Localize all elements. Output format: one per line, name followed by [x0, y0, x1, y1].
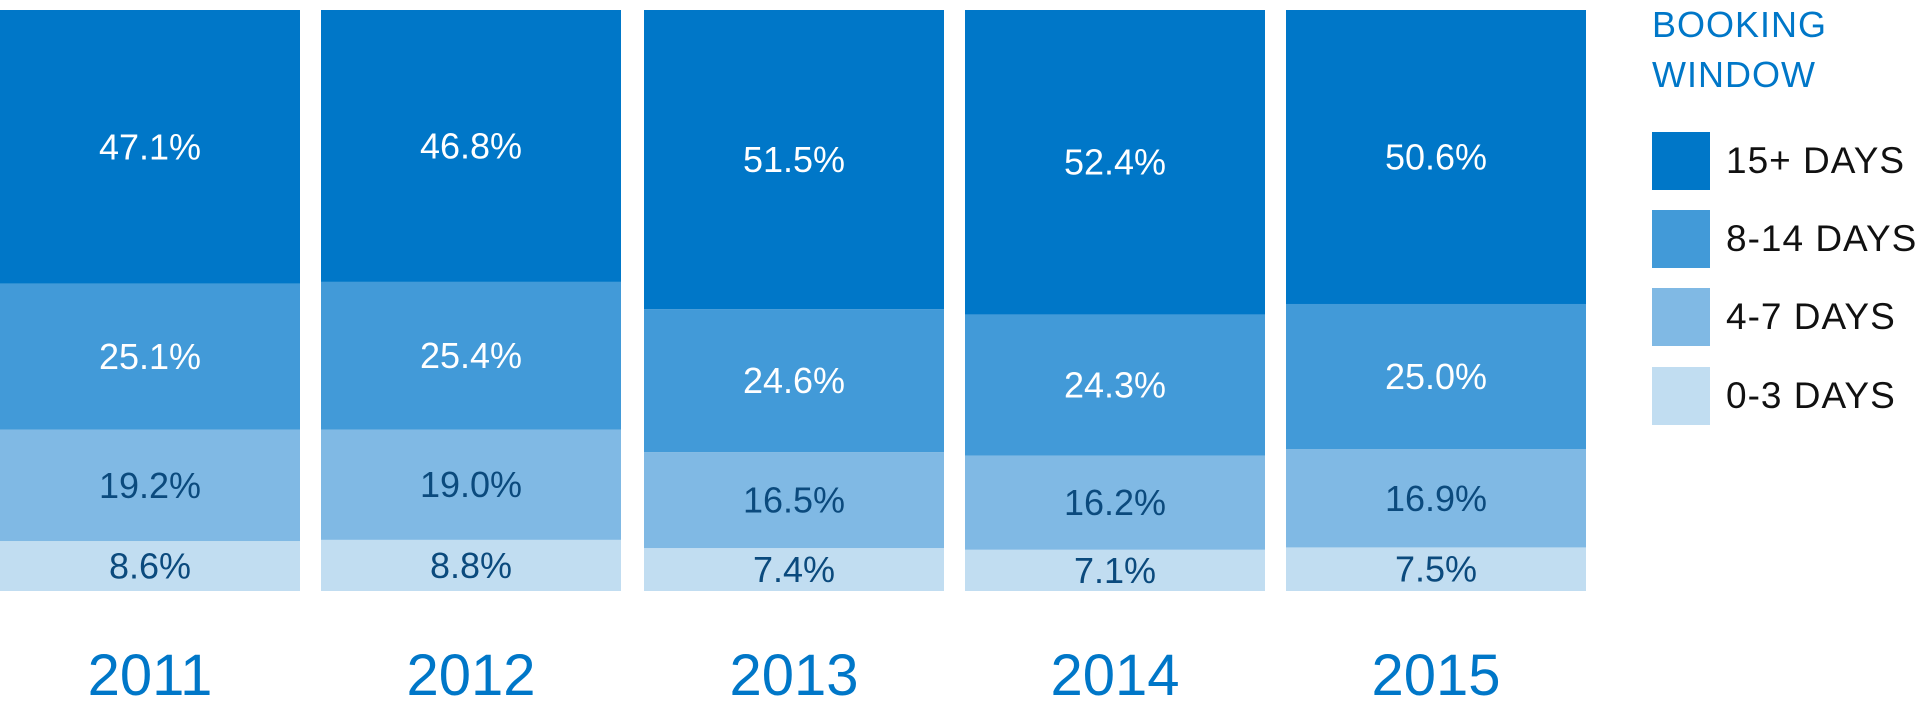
bar-segment-2014-0-3-days — [965, 549, 1265, 591]
data-label-2014-15-days: 52.4% — [1064, 142, 1166, 183]
data-label-2014-8-14-days: 24.3% — [1064, 365, 1166, 406]
bar-segment-2014-4-7-days — [965, 455, 1265, 550]
bar-segment-2011-4-7-days — [0, 429, 300, 542]
data-label-2011-8-14-days: 25.1% — [99, 336, 201, 377]
data-label-2011-15-days: 47.1% — [99, 126, 201, 167]
legend-title-line-2: WINDOW — [1652, 54, 1816, 95]
data-label-2013-4-7-days: 16.5% — [743, 480, 845, 521]
x-tick-label-2015: 2015 — [1371, 643, 1500, 704]
legend-label: 8-14 DAYS — [1726, 218, 1918, 259]
bar-segment-2014-8-14-days — [965, 314, 1265, 456]
bar-segment-2015-0-3-days — [1286, 547, 1586, 591]
legend-swatch — [1652, 288, 1710, 346]
data-label-2012-4-7-days: 19.0% — [420, 464, 522, 505]
data-label-2015-0-3-days: 7.5% — [1395, 549, 1477, 590]
legend-label: 4-7 DAYS — [1726, 296, 1896, 337]
legend-swatch — [1652, 210, 1710, 268]
bar-segment-2012-4-7-days — [321, 429, 621, 540]
data-label-2013-15-days: 51.5% — [743, 139, 845, 180]
data-label-2014-4-7-days: 16.2% — [1064, 482, 1166, 523]
bar-segment-2012-0-3-days — [321, 539, 621, 591]
x-tick-label-2011: 2011 — [88, 643, 213, 704]
data-label-2015-15-days: 50.6% — [1385, 136, 1487, 177]
data-label-2014-0-3-days: 7.1% — [1074, 550, 1156, 591]
bar-segment-2014-15-days — [965, 10, 1265, 315]
bar-segment-2013-4-7-days — [644, 452, 944, 549]
legend-item-15-days: 15+ DAYS — [1652, 132, 1905, 190]
data-label-2011-0-3-days: 8.6% — [109, 546, 191, 587]
bar-segment-2011-0-3-days — [0, 541, 300, 591]
legend-label: 15+ DAYS — [1726, 140, 1906, 181]
bar-segment-2015-8-14-days — [1286, 303, 1586, 450]
bar-segment-2013-8-14-days — [644, 309, 944, 453]
legend-item-8-14-days: 8-14 DAYS — [1652, 210, 1917, 268]
legend-title: BOOKING WINDOW — [1652, 0, 1827, 100]
data-label-2012-0-3-days: 8.8% — [430, 545, 512, 586]
bar-segment-2015-15-days — [1286, 10, 1586, 304]
x-tick-label-2014: 2014 — [1050, 643, 1179, 704]
legend-item-0-3-days: 0-3 DAYS — [1652, 367, 1896, 425]
data-label-2015-4-7-days: 16.9% — [1385, 478, 1487, 519]
bar-segment-2011-8-14-days — [0, 283, 300, 430]
bar-segment-2012-8-14-days — [321, 281, 621, 430]
data-label-2013-0-3-days: 7.4% — [753, 549, 835, 590]
bar-segment-2015-4-7-days — [1286, 449, 1586, 548]
data-label-2013-8-14-days: 24.6% — [743, 360, 845, 401]
data-label-2012-15-days: 46.8% — [420, 125, 522, 166]
bar-segment-2012-15-days — [321, 10, 621, 282]
bar-segment-2013-0-3-days — [644, 548, 944, 591]
data-label-2012-8-14-days: 25.4% — [420, 335, 522, 376]
legend-item-4-7-days: 4-7 DAYS — [1652, 288, 1896, 346]
legend-label: 0-3 DAYS — [1726, 375, 1896, 416]
data-label-2011-4-7-days: 19.2% — [99, 465, 201, 506]
x-tick-label-2012: 2012 — [406, 643, 535, 704]
data-label-2015-8-14-days: 25.0% — [1385, 356, 1487, 397]
x-tick-label-2013: 2013 — [729, 643, 858, 704]
legend-swatch — [1652, 132, 1710, 190]
legend-swatch — [1652, 367, 1710, 425]
legend-title-line-1: BOOKING — [1652, 4, 1828, 45]
bar-segment-2013-15-days — [644, 10, 944, 310]
bar-segment-2011-15-days — [0, 10, 300, 284]
